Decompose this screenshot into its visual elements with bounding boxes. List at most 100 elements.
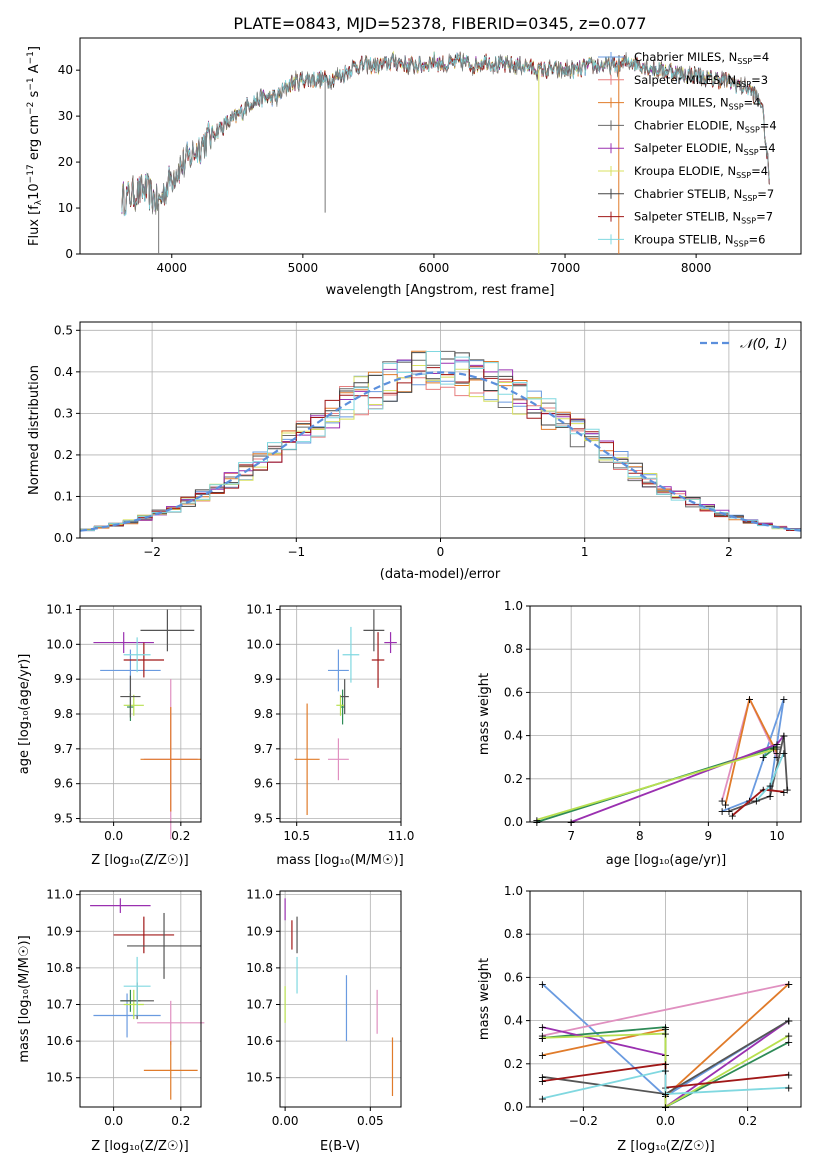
age-weight-marker: + bbox=[772, 738, 781, 751]
age-weight-line-5 bbox=[536, 747, 778, 821]
z-weight-marker: + bbox=[538, 1021, 547, 1034]
age-weight-marker: + bbox=[745, 693, 754, 706]
legend-label-sub: SSP bbox=[742, 194, 757, 203]
age-weight-ticks: 7 8 9 10 0.0 0.2 0.4 0.6 0.8 1.0 bbox=[504, 599, 785, 843]
legend-label: Kroupa STELIB, NSSP=6 bbox=[634, 232, 765, 248]
ebv-mass-xlabel: E(B-V) bbox=[320, 1139, 360, 1154]
age-weight-ytick-label: 0.8 bbox=[504, 642, 523, 656]
ebv-mass-axes bbox=[279, 890, 402, 1108]
age-weight-marker: + bbox=[728, 810, 737, 823]
histogram-xtick-label: 1 bbox=[581, 545, 589, 559]
spectrum-xtick-label: 7000 bbox=[550, 261, 581, 275]
mass-age-ytick-label: 9.5 bbox=[254, 812, 273, 826]
z-weight-marker: + bbox=[661, 1088, 670, 1101]
z-weight-marker: + bbox=[784, 1030, 793, 1043]
z-mass-ytick-label: 10.6 bbox=[46, 1034, 73, 1048]
z-mass-ticks: 0.0 0.2 10.5 10.6 10.7 10.8 10.9 11.0 bbox=[46, 888, 190, 1128]
z-weight-panel: ++++++++++++++++++ +++++++++++++ + −0.2 0.0… bbox=[477, 884, 802, 1154]
z-age-ticks: 0.0 0.2 9.5 9.6 9.7 9.8 9.9 10.0 10.1 bbox=[46, 602, 190, 843]
legend-label-main: Chabrier ELODIE, N bbox=[634, 118, 745, 132]
spectrum-ytick-label: 20 bbox=[58, 155, 73, 169]
mass-age-ytick-label: 10.0 bbox=[246, 637, 273, 651]
mass-age-ytick-label: 10.1 bbox=[246, 602, 273, 616]
ebv-mass-ytick-label: 10.7 bbox=[246, 997, 273, 1011]
histogram-xtick-label: −2 bbox=[143, 545, 161, 559]
histogram-legend-label: 𝒩(0, 1) bbox=[740, 337, 787, 352]
age-weight-marker: + bbox=[752, 794, 761, 807]
normal-reference-curve bbox=[79, 371, 802, 532]
age-weight-marker: + bbox=[766, 790, 775, 803]
z-age-ytick-label: 10.0 bbox=[46, 637, 73, 651]
histogram-ytick-label: 0.2 bbox=[54, 448, 73, 462]
z-weight-ylabel: mass weight bbox=[477, 958, 492, 1040]
mass-age-ytick-label: 9.9 bbox=[254, 672, 273, 686]
spectrum-panel: 4000 5000 6000 7000 8000 0 10 20 30 40 Chabrier M… bbox=[26, 37, 802, 298]
legend-label-sub: SSP bbox=[734, 239, 749, 248]
age-weight-ylabel: mass weight bbox=[477, 673, 492, 755]
spectrum-ticks: 4000 5000 6000 7000 8000 0 10 20 30 40 bbox=[58, 63, 712, 275]
z-mass-xtick-label: 0.0 bbox=[104, 1114, 123, 1128]
age-weight-marker: + bbox=[772, 743, 781, 756]
histogram-ytick-label: 0.4 bbox=[54, 365, 73, 379]
z-weight-xlabel: Z [log₁₀(Z/Z☉)] bbox=[617, 1139, 714, 1154]
z-mass-ytick-label: 10.8 bbox=[46, 961, 73, 975]
histogram-ytick-label: 0.0 bbox=[54, 531, 73, 545]
z-mass-axes bbox=[79, 890, 202, 1108]
spectrum-ytick-label: 10 bbox=[58, 201, 73, 215]
z-age-grid bbox=[80, 606, 201, 822]
legend-label-main: Kroupa STELIB, N bbox=[634, 232, 734, 246]
mass-age-ytick-label: 9.6 bbox=[254, 777, 273, 791]
histogram-xtick-label: 2 bbox=[725, 545, 733, 559]
legend-label-value: =4 bbox=[760, 118, 777, 132]
spectrum-ylabel-main: Flux [f bbox=[27, 205, 42, 246]
legend-label-sub: SSP bbox=[729, 103, 744, 112]
legend-label-sub: SSP bbox=[745, 125, 760, 134]
age-weight-panel: +++++++++++++++++++++++++ ++++ 7 8 9 100.00.… bbox=[477, 599, 802, 868]
z-weight-marker: + bbox=[538, 1075, 547, 1088]
z-weight-lines: ++++++++++++++++++ +++++++++++++ + bbox=[538, 978, 794, 1114]
z-weight-marker: + bbox=[538, 1032, 547, 1045]
age-weight-xtick-label: 8 bbox=[636, 829, 644, 843]
age-weight-marker: + bbox=[779, 747, 788, 760]
legend-label: Kroupa MILES, NSSP=4 bbox=[634, 96, 760, 112]
legend-label: Chabrier MILES, NSSP=4 bbox=[634, 50, 769, 66]
z-weight-marker: + bbox=[661, 1028, 670, 1041]
z-weight-marker: + bbox=[538, 1030, 547, 1043]
spectrum-xtick-label: 4000 bbox=[156, 261, 187, 275]
z-age-ytick-label: 9.8 bbox=[54, 707, 73, 721]
legend-label-sub: SSP bbox=[744, 148, 759, 157]
age-weight-marker: + bbox=[769, 743, 778, 756]
z-weight-xtick-label: 0.0 bbox=[656, 1114, 675, 1128]
z-weight-ytick-label: 0.0 bbox=[504, 1100, 523, 1114]
z-mass-panel: 0.0 0.2 10.5 10.6 10.7 10.8 10.9 11.0 Z [log₁₀(… bbox=[17, 888, 205, 1154]
legend-label-value: =3 bbox=[751, 73, 768, 87]
z-weight-marker: + bbox=[538, 1049, 547, 1062]
legend-label-sub: SSP bbox=[741, 217, 756, 226]
age-weight-marker: + bbox=[772, 740, 781, 753]
spectrum-xtick-label: 6000 bbox=[419, 261, 450, 275]
z-weight-ytick-label: 1.0 bbox=[504, 884, 523, 898]
z-mass-xtick-label: 0.2 bbox=[171, 1114, 190, 1128]
age-weight-marker: + bbox=[717, 794, 726, 807]
legend-label-value: =7 bbox=[756, 210, 773, 224]
mass-age-xlabel: mass [log₁₀(M/M☉)] bbox=[276, 853, 403, 868]
legend-label: Salpeter ELODIE, NSSP=4 bbox=[634, 141, 776, 157]
z-age-xtick-label: 0.0 bbox=[104, 829, 123, 843]
spectrum-ylabel-sub: λ bbox=[34, 199, 44, 205]
legend-label-sub: SSP bbox=[736, 80, 751, 89]
z-weight-marker: + bbox=[784, 1069, 793, 1082]
ebv-mass-panel: 0.00 0.05 10.5 10.6 10.7 10.8 10.9 11.0 E(B-V) bbox=[246, 888, 402, 1154]
legend-label-main: Kroupa MILES, N bbox=[634, 96, 729, 110]
z-mass-ytick-label: 10.7 bbox=[46, 997, 73, 1011]
age-weight-marker: + bbox=[783, 784, 792, 797]
z-mass-ytick-label: 11.0 bbox=[46, 888, 73, 902]
age-weight-marker: + bbox=[724, 805, 733, 818]
histogram-xtick-label: 0 bbox=[437, 545, 445, 559]
age-weight-marker: + bbox=[759, 751, 768, 764]
z-weight-marker: + bbox=[538, 1071, 547, 1084]
ebv-mass-ytick-label: 11.0 bbox=[246, 888, 273, 902]
histogram-xlabel: (data-model)/error bbox=[380, 567, 501, 582]
age-weight-marker: + bbox=[772, 747, 781, 760]
spectrum-axes bbox=[79, 37, 802, 255]
